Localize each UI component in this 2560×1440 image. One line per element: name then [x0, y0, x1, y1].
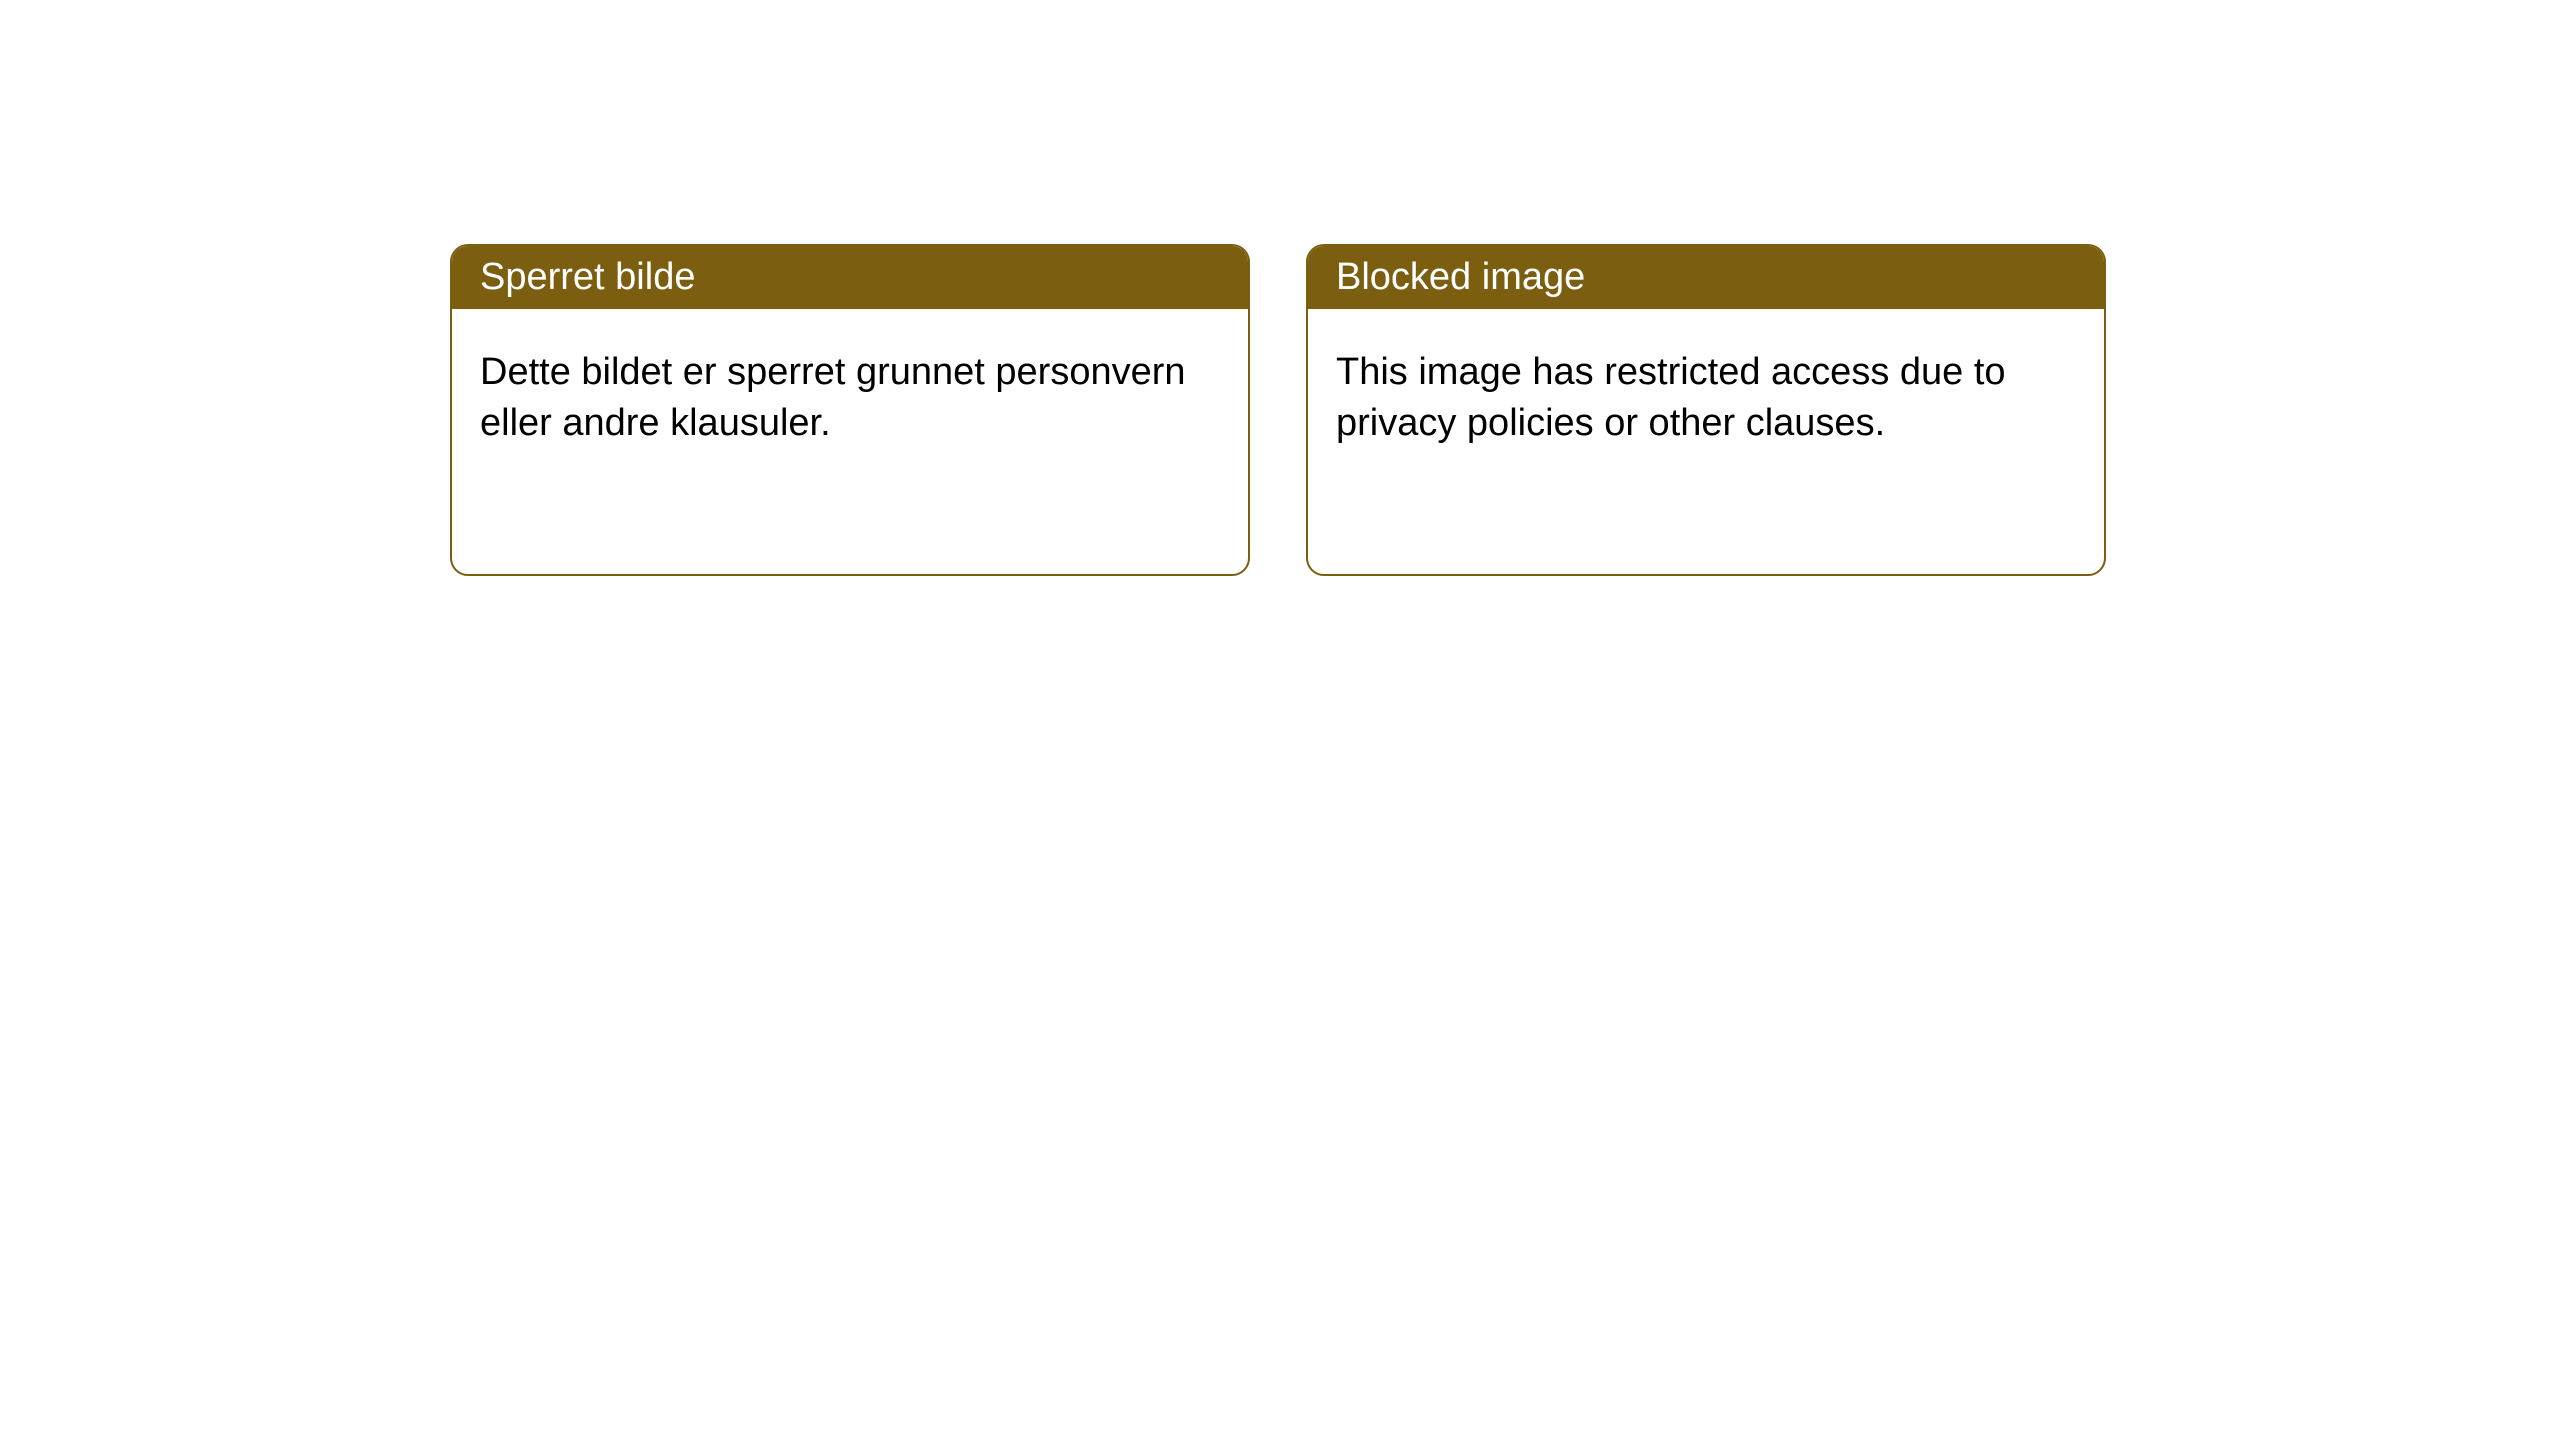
notice-title: Sperret bilde [452, 246, 1248, 309]
notice-message: This image has restricted access due to … [1308, 309, 2104, 488]
notice-box-english: Blocked image This image has restricted … [1306, 244, 2106, 576]
notice-container: Sperret bilde Dette bildet er sperret gr… [0, 0, 2560, 576]
notice-title: Blocked image [1308, 246, 2104, 309]
notice-box-norwegian: Sperret bilde Dette bildet er sperret gr… [450, 244, 1250, 576]
notice-message: Dette bildet er sperret grunnet personve… [452, 309, 1248, 488]
